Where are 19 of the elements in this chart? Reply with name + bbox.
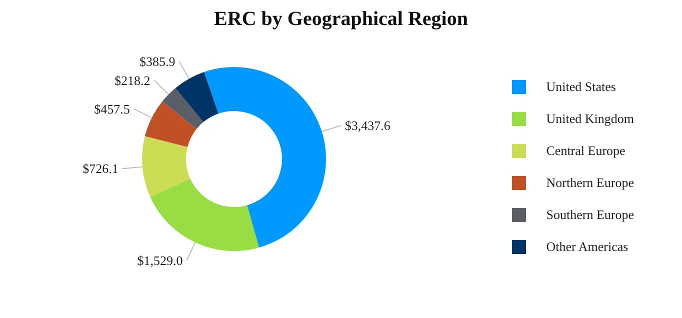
legend-label: United States bbox=[546, 79, 616, 95]
legend-label: Northern Europe bbox=[546, 175, 634, 191]
data-label: $385.9 bbox=[139, 54, 176, 69]
donut-slice bbox=[162, 88, 204, 129]
donut-slice bbox=[142, 136, 190, 197]
donut-slice bbox=[175, 72, 218, 122]
data-label: $3,437.6 bbox=[344, 118, 391, 134]
legend-label: United Kingdom bbox=[546, 111, 634, 127]
data-label: $457.5 bbox=[94, 101, 130, 116]
chart-title: ERC by Geographical Region bbox=[213, 8, 469, 31]
donut-slice bbox=[144, 101, 197, 148]
data-label: $726.1 bbox=[82, 161, 118, 176]
data-label: $1,529.0 bbox=[137, 253, 183, 268]
data-label: $218.2 bbox=[114, 72, 150, 88]
legend-label: Southern Europe bbox=[546, 207, 634, 223]
donut-slice bbox=[150, 178, 260, 251]
donut-slice bbox=[204, 67, 326, 248]
legend-label: Other Americas bbox=[546, 239, 628, 255]
legend-label: Central Europe bbox=[546, 143, 626, 159]
